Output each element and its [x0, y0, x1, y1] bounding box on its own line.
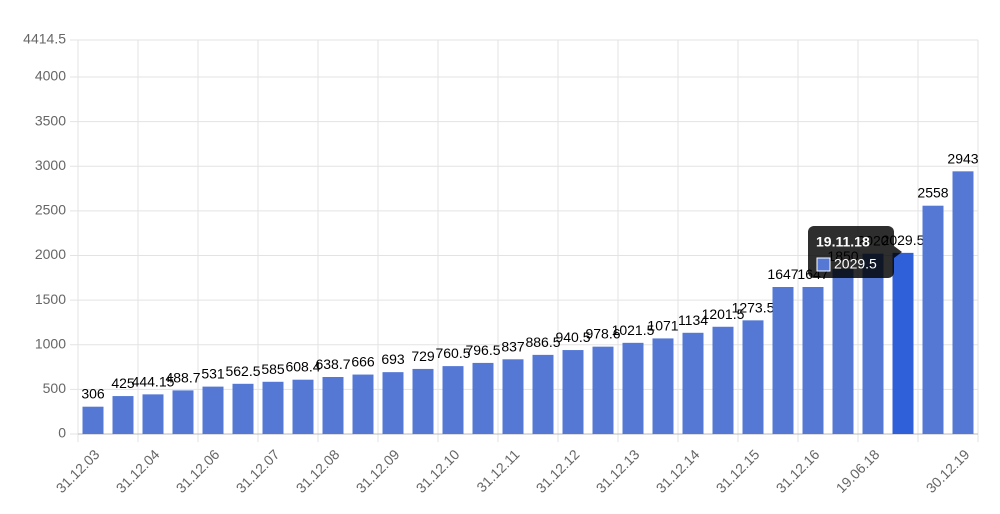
bar: [622, 342, 644, 434]
bar: [262, 381, 284, 434]
value-label: 978.6: [585, 326, 620, 342]
x-tick-label: 31.12.14: [653, 446, 703, 496]
x-tick-label: 31.12.12: [533, 446, 583, 496]
x-tick-label: 31.12.03: [53, 446, 103, 496]
value-label: 1273.5: [732, 299, 775, 315]
value-label: 444.15: [132, 373, 175, 389]
y-tick-label: 1000: [35, 335, 66, 351]
tooltip-title: 19.11.18: [816, 234, 870, 250]
x-tick-label: 31.12.04: [113, 446, 163, 496]
value-label: 940.5: [555, 329, 590, 345]
bar: [952, 171, 974, 435]
bar: [682, 332, 704, 434]
bar: [412, 368, 434, 434]
value-label: 1201.5: [702, 306, 745, 322]
x-tick-label: 31.12.15: [713, 446, 763, 496]
value-label: 1134: [678, 312, 708, 328]
x-tick-label: 31.12.16: [773, 446, 823, 496]
x-tick-label: 31.12.10: [413, 446, 463, 496]
tooltip: 19.11.18 2029.5: [808, 226, 902, 278]
y-tick-label: 3000: [35, 157, 66, 173]
y-tick-label: 4000: [35, 68, 66, 84]
bar: [532, 354, 554, 434]
y-tick-label: 500: [43, 380, 67, 396]
bar: [322, 376, 344, 434]
value-label: 1647: [767, 266, 798, 282]
value-label: 425: [111, 375, 135, 391]
bar: [652, 338, 674, 434]
value-label: 693: [381, 351, 405, 367]
tooltip-value: 2029.5: [834, 256, 877, 272]
bar: [772, 287, 794, 434]
value-label: 488.7: [165, 369, 200, 385]
bar: [172, 390, 194, 434]
value-label: 2943: [947, 150, 978, 166]
y-tick-label: 2000: [35, 246, 66, 262]
x-tick-label: 31.12.13: [593, 446, 643, 496]
value-label: 666: [351, 354, 375, 370]
y-tick-label: 1500: [35, 291, 66, 307]
bar: [922, 205, 944, 434]
bar: [892, 252, 914, 434]
bar: [502, 359, 524, 434]
value-label: 306: [81, 386, 105, 402]
x-tick-label: 31.12.09: [353, 446, 403, 496]
bar: [292, 379, 314, 434]
value-label: 796.5: [465, 342, 500, 358]
bar: [712, 326, 734, 434]
x-tick-label: 31.12.11: [473, 446, 522, 495]
value-label: 760.5: [435, 345, 470, 361]
y-tick-label: 0: [58, 425, 66, 441]
bar: [112, 396, 134, 434]
tooltip-caret: [894, 246, 902, 258]
x-tick-label: 31.12.07: [233, 446, 283, 496]
tooltip-swatch: [816, 257, 831, 272]
bar: [202, 386, 224, 434]
bar: [592, 346, 614, 434]
value-label: 837: [501, 338, 525, 354]
bar: [232, 383, 254, 434]
x-tick-label: 31.12.06: [173, 446, 223, 496]
bar: [442, 366, 464, 434]
value-label: 531: [201, 366, 225, 382]
value-label: 562.5: [225, 363, 260, 379]
value-label: 585: [261, 361, 285, 377]
bar: [562, 350, 584, 434]
y-tick-label: 2500: [35, 202, 66, 218]
value-label: 886.5: [525, 334, 560, 350]
bar: [742, 320, 764, 434]
value-label: 1021.5: [612, 322, 655, 338]
value-label: 2558: [917, 185, 948, 201]
x-tick-label: 31.12.08: [293, 446, 343, 496]
bar: [832, 268, 854, 434]
bar: [382, 372, 404, 434]
value-label: 729: [411, 348, 435, 364]
bar: [82, 406, 104, 434]
bar: [472, 362, 494, 434]
x-tick-label: 30.12.19: [923, 446, 973, 496]
y-tick-label: 4414.5: [23, 31, 66, 47]
value-label: 638.7: [315, 356, 350, 372]
bar: [862, 253, 884, 434]
x-tick-label: 19.06.18: [833, 446, 883, 496]
bar: [142, 394, 164, 434]
bar: [802, 287, 824, 434]
value-label: 608.4: [285, 359, 320, 375]
y-tick-label: 3500: [35, 112, 66, 128]
bar: [352, 374, 374, 434]
value-label: 1071: [647, 317, 678, 333]
